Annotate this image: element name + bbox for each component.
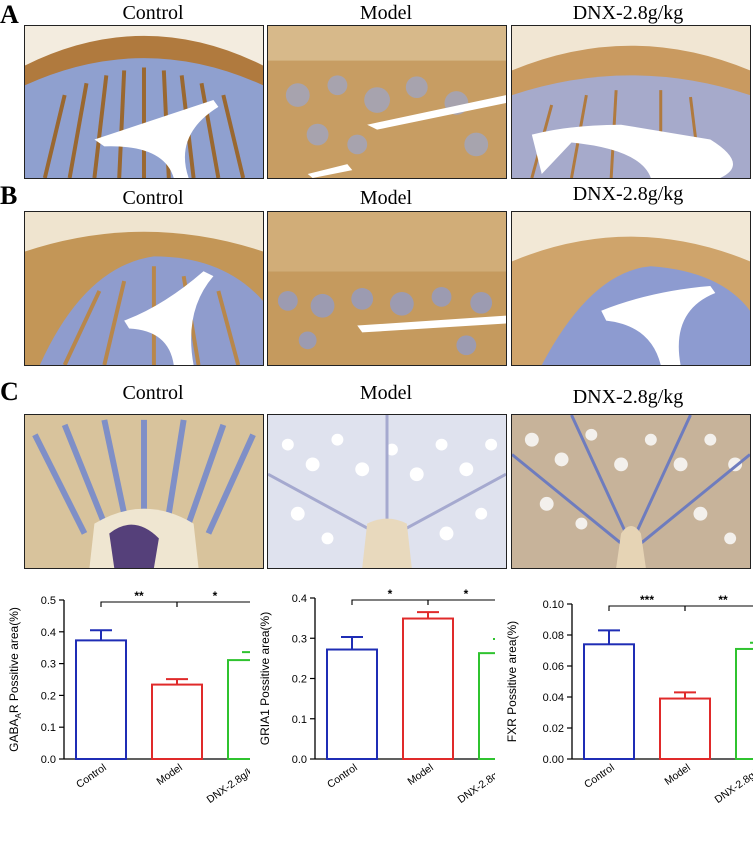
micrograph-c-model [267, 414, 507, 569]
bar [75, 639, 127, 760]
significance-label: ** [134, 589, 144, 603]
micrograph-c-dnx [511, 414, 751, 569]
category-label: Model [405, 762, 435, 788]
panel-label-c: C [0, 377, 19, 406]
panel-a-title-control: Control [122, 2, 184, 24]
significance-label: *** [640, 593, 654, 607]
category-label: Control [582, 762, 617, 791]
y-tick-label: 0.08 [543, 630, 564, 642]
y-tick-label: 0.1 [41, 722, 56, 734]
bar [735, 647, 753, 761]
y-tick-label: 0.1 [292, 714, 307, 726]
bar [227, 659, 250, 760]
y-tick-label: 0.4 [41, 627, 56, 639]
category-label: Model [154, 762, 184, 788]
bar [151, 683, 203, 760]
bar [402, 617, 454, 761]
panel-b-title-model: Model [359, 187, 413, 209]
y-tick-label: 0.00 [543, 754, 564, 766]
y-tick-label: 0.04 [543, 692, 564, 704]
category-label: DNX-2.8g/kg [205, 762, 250, 806]
significance-label: * [464, 588, 469, 601]
micrograph-c-control [24, 414, 264, 569]
significance-bracket [684, 605, 753, 611]
y-axis-label: GABAAR Possitive area(%) [7, 607, 23, 752]
bar [659, 697, 711, 761]
micrograph-a-dnx [511, 25, 751, 179]
micrograph-b-model [267, 211, 507, 366]
y-axis-label: FXR Possitive area(%) [505, 621, 519, 742]
y-tick-label: 0.02 [543, 723, 564, 735]
micrograph-a-model [267, 25, 507, 179]
panel-b-title-control: Control [122, 187, 184, 209]
bar [583, 643, 635, 760]
panel-a-title-model: Model [359, 2, 413, 24]
panel-b-title-dnx: DNX-2.8g/kg [572, 183, 684, 205]
significance-bracket [427, 599, 495, 605]
y-tick-label: 0.3 [292, 633, 307, 645]
significance-label: * [388, 588, 393, 601]
y-tick-label: 0.10 [543, 599, 564, 611]
panel-label-a: A [0, 0, 19, 29]
micrograph-b-control [24, 211, 264, 366]
bar [478, 652, 495, 760]
panel-c-title-dnx: DNX-2.8g/kg [572, 386, 684, 408]
category-label: DNX-2.8g/kg [713, 762, 753, 806]
significance-bracket [176, 601, 250, 607]
y-tick-label: 0.06 [543, 661, 564, 673]
panel-a-title-dnx: DNX-2.8g/kg [572, 2, 684, 24]
y-tick-label: 0.0 [41, 754, 56, 766]
y-tick-label: 0.4 [292, 593, 307, 605]
category-label: Control [325, 762, 360, 791]
micrograph-b-dnx [511, 211, 751, 366]
chart-gria1: 0.0 0.1 0.2 0.3 0.4 GRIA1 Possitive area(%) Co… [258, 588, 495, 806]
bar [326, 648, 378, 761]
chart-fxr: 0.00 0.02 0.04 0.06 0.08 0.10 FXR Possitive ar… [505, 593, 753, 806]
significance-label: * [213, 589, 218, 603]
y-tick-label: 0.2 [41, 690, 56, 702]
y-axis-label: GRIA1 Possitive area(%) [258, 612, 272, 745]
chart-gabaar: 0.0 0.1 0.2 0.3 0.4 0.5 GABAAR Possitive area(… [7, 589, 250, 806]
category-label: DNX-2.8g/kg [456, 762, 495, 806]
panel-c-title-control: Control [122, 382, 184, 404]
panel-label-b: B [0, 181, 18, 210]
y-tick-label: 0.0 [292, 754, 307, 766]
panel-c-title-model: Model [359, 382, 413, 404]
y-tick-label: 0.5 [41, 595, 56, 607]
category-label: Model [662, 762, 692, 788]
y-tick-label: 0.2 [292, 674, 307, 686]
category-label: Control [74, 762, 109, 791]
micrograph-a-control [24, 25, 264, 179]
y-tick-label: 0.3 [41, 659, 56, 671]
significance-label: ** [718, 593, 728, 607]
